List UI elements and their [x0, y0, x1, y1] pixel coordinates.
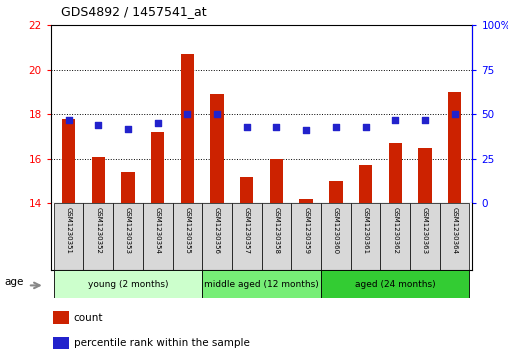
Bar	[262, 203, 291, 270]
Text: aged (24 months): aged (24 months)	[355, 280, 435, 289]
Text: GSM1230357: GSM1230357	[244, 207, 250, 254]
Bar	[240, 177, 253, 203]
Text: count: count	[74, 313, 103, 323]
Bar	[113, 203, 143, 270]
Bar	[121, 172, 135, 203]
Text: GSM1230355: GSM1230355	[184, 207, 190, 253]
Point	[213, 111, 221, 117]
Bar	[151, 132, 165, 203]
Text: GSM1230356: GSM1230356	[214, 207, 220, 254]
Point	[421, 117, 429, 123]
Point	[153, 121, 162, 126]
Text: GSM1230361: GSM1230361	[363, 207, 368, 254]
Point	[302, 127, 310, 133]
Text: GSM1230363: GSM1230363	[422, 207, 428, 254]
Bar	[300, 199, 313, 203]
Bar	[202, 203, 232, 270]
Bar	[410, 203, 440, 270]
Bar	[62, 119, 75, 203]
Text: GSM1230362: GSM1230362	[392, 207, 398, 254]
Text: GSM1230351: GSM1230351	[66, 207, 72, 254]
Bar	[232, 203, 262, 270]
Point	[362, 124, 370, 130]
Point	[124, 126, 132, 131]
Bar	[270, 159, 283, 203]
Bar	[181, 54, 194, 203]
Text: age: age	[4, 277, 23, 287]
Point	[391, 117, 399, 123]
Bar	[210, 94, 224, 203]
Text: GSM1230359: GSM1230359	[303, 207, 309, 254]
Point	[332, 124, 340, 130]
Bar	[359, 166, 372, 203]
Bar	[418, 148, 432, 203]
Bar	[53, 337, 69, 350]
Point	[183, 111, 192, 117]
Bar	[321, 270, 469, 298]
Bar	[440, 203, 469, 270]
Bar	[448, 92, 461, 203]
Text: GSM1230358: GSM1230358	[273, 207, 279, 254]
Point	[94, 122, 103, 128]
Bar	[173, 203, 202, 270]
Text: GSM1230352: GSM1230352	[96, 207, 101, 253]
Bar	[54, 270, 202, 298]
Bar	[53, 311, 69, 324]
Text: young (2 months): young (2 months)	[88, 280, 168, 289]
Bar	[389, 143, 402, 203]
Bar	[329, 181, 342, 203]
Text: GSM1230364: GSM1230364	[452, 207, 458, 254]
Bar	[54, 203, 83, 270]
Bar	[321, 203, 351, 270]
Bar	[143, 203, 173, 270]
Text: GSM1230360: GSM1230360	[333, 207, 339, 254]
Text: middle aged (12 months): middle aged (12 months)	[204, 280, 319, 289]
Point	[243, 124, 251, 130]
Text: percentile rank within the sample: percentile rank within the sample	[74, 338, 249, 348]
Text: GSM1230354: GSM1230354	[155, 207, 161, 253]
Text: GSM1230353: GSM1230353	[125, 207, 131, 254]
Bar	[291, 203, 321, 270]
Bar	[91, 156, 105, 203]
Bar	[83, 203, 113, 270]
Point	[451, 111, 459, 117]
Bar	[380, 203, 410, 270]
Bar	[202, 270, 321, 298]
Point	[65, 117, 73, 123]
Point	[272, 124, 280, 130]
Bar	[351, 203, 380, 270]
Text: GDS4892 / 1457541_at: GDS4892 / 1457541_at	[61, 5, 207, 18]
